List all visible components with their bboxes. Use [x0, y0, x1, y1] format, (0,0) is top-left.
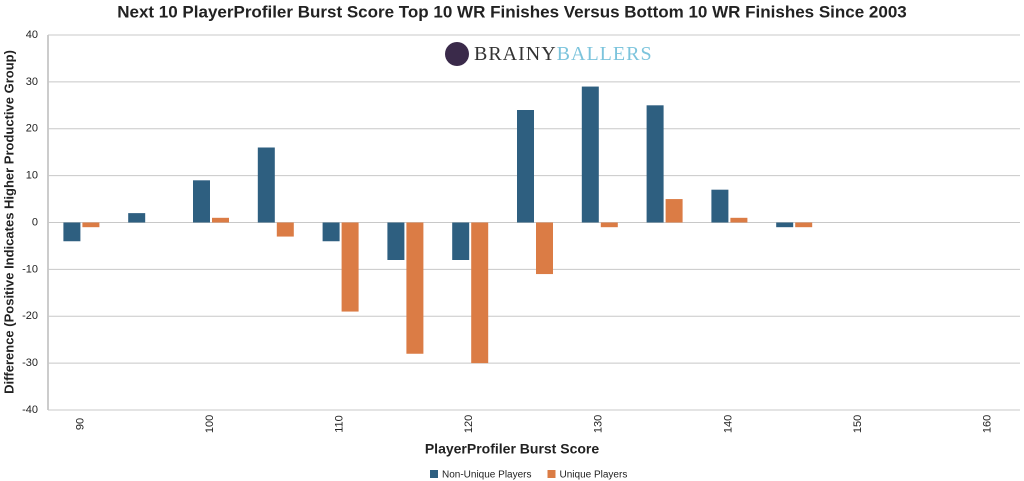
y-tick-label: -20 [22, 310, 38, 322]
y-tick-label: -40 [22, 404, 38, 416]
bar [212, 217, 229, 223]
x-tick-label: 120 [463, 415, 475, 433]
logo-icon [445, 42, 469, 66]
legend-swatch [547, 470, 556, 478]
bar [387, 222, 405, 260]
bar [711, 189, 729, 223]
x-tick-label: 150 [852, 415, 864, 433]
chart-title: Next 10 PlayerProfiler Burst Score Top 1… [117, 2, 907, 21]
legend-swatch [430, 470, 438, 478]
bar [776, 222, 794, 228]
bar [536, 222, 553, 275]
y-tick-label: -30 [22, 357, 38, 369]
bar [517, 110, 534, 223]
x-tick-label: 140 [722, 415, 734, 433]
logo-text: BRAINYBALLERS [474, 43, 653, 65]
x-tick-label: 90 [74, 418, 86, 430]
logo: BRAINYBALLERS [445, 42, 653, 66]
bar [257, 147, 275, 223]
logo-part: BALLERS [557, 43, 653, 65]
y-tick-label: 20 [26, 123, 38, 135]
bar [452, 222, 470, 260]
bar [795, 222, 813, 228]
bar [665, 199, 683, 223]
y-tick-label: 0 [32, 216, 38, 228]
y-tick-label: -10 [22, 263, 38, 275]
bar [322, 222, 340, 242]
bar [730, 217, 748, 223]
bar [82, 222, 100, 228]
x-axis-label: PlayerProfiler Burst Score [425, 441, 600, 457]
bar [406, 222, 424, 354]
bar [581, 86, 599, 223]
x-tick-label: 110 [334, 415, 346, 433]
bar [646, 105, 664, 223]
bar [193, 180, 210, 223]
y-tick-label: 10 [26, 170, 38, 182]
bar [63, 222, 81, 242]
bar [276, 222, 294, 237]
x-tick-label: 160 [982, 415, 994, 433]
y-tick-label: 30 [26, 76, 38, 88]
y-axis-label: Difference (Positive Indicates Higher Pr… [1, 50, 16, 394]
bar [341, 222, 359, 312]
legend-label: Non-Unique Players [442, 470, 532, 481]
y-tick-label: 40 [26, 29, 38, 41]
x-tick-label: 100 [204, 415, 216, 433]
bar [600, 222, 618, 228]
logo-part: BRAINY [474, 43, 557, 65]
legend-label: Unique Players [560, 470, 628, 481]
bar [471, 222, 489, 364]
bar [128, 213, 146, 223]
x-tick-label: 130 [593, 415, 605, 433]
